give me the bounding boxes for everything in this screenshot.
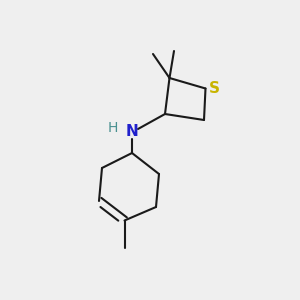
Text: S: S: [209, 81, 220, 96]
Text: H: H: [107, 121, 118, 134]
Text: N: N: [126, 124, 138, 140]
